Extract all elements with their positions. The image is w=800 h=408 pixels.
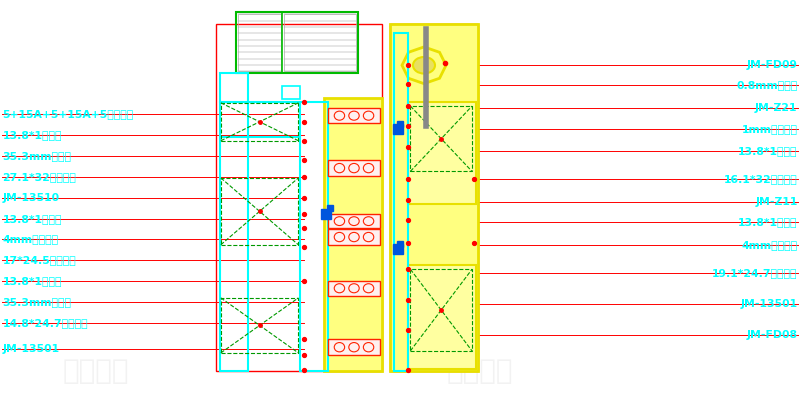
- Text: 1mm纱扇胶条: 1mm纱扇胶条: [742, 124, 798, 133]
- Text: 来客加业: 来客加业: [62, 357, 130, 385]
- Text: JM-Z11: JM-Z11: [755, 197, 798, 206]
- Polygon shape: [402, 47, 446, 84]
- Text: 27.1*32注胶角码: 27.1*32注胶角码: [2, 172, 76, 182]
- Text: JM-13510: JM-13510: [2, 193, 59, 203]
- Polygon shape: [408, 102, 476, 204]
- Polygon shape: [328, 281, 380, 296]
- Ellipse shape: [413, 57, 435, 73]
- Text: 13.8*1组角片: 13.8*1组角片: [2, 131, 62, 140]
- Text: 35.3mm隔热条: 35.3mm隔热条: [2, 297, 71, 307]
- Polygon shape: [408, 265, 476, 369]
- Text: JM-FD08: JM-FD08: [746, 330, 798, 340]
- Polygon shape: [390, 24, 478, 371]
- Polygon shape: [324, 98, 382, 371]
- Text: 来客加业: 来客加业: [446, 357, 514, 385]
- Polygon shape: [328, 339, 380, 355]
- Text: JM-Z21: JM-Z21: [755, 103, 798, 113]
- Text: 19.1*24.7注胶角码: 19.1*24.7注胶角码: [712, 268, 798, 278]
- Text: JM-13501: JM-13501: [2, 344, 59, 354]
- Text: 13.8*1组角片: 13.8*1组角片: [2, 276, 62, 286]
- Polygon shape: [328, 229, 380, 245]
- Polygon shape: [328, 108, 380, 123]
- Text: 13.8*1组角片: 13.8*1组角片: [2, 214, 62, 224]
- Text: 14.8*24.7注胶角码: 14.8*24.7注胶角码: [2, 318, 88, 328]
- Text: JM-FD09: JM-FD09: [746, 60, 798, 70]
- Text: 35.3mm隔热条: 35.3mm隔热条: [2, 151, 71, 161]
- Text: 5+15A+5+15A+5中空玻璃: 5+15A+5+15A+5中空玻璃: [2, 109, 134, 119]
- Text: 13.8*1组角片: 13.8*1组角片: [738, 146, 798, 156]
- Text: 13.8*1组角片: 13.8*1组角片: [738, 217, 798, 227]
- Polygon shape: [328, 214, 380, 228]
- Text: 17*24.5注胶角码: 17*24.5注胶角码: [2, 255, 76, 265]
- Text: 4mm密封胶条: 4mm密封胶条: [2, 235, 58, 244]
- Text: 0.8mm精鑂网: 0.8mm精鑂网: [736, 80, 798, 90]
- Text: 4mm密封胶条: 4mm密封胶条: [742, 240, 798, 250]
- Text: JM-13501: JM-13501: [741, 299, 798, 309]
- Polygon shape: [328, 160, 380, 176]
- Text: 16.1*32注胶角码: 16.1*32注胶角码: [724, 174, 798, 184]
